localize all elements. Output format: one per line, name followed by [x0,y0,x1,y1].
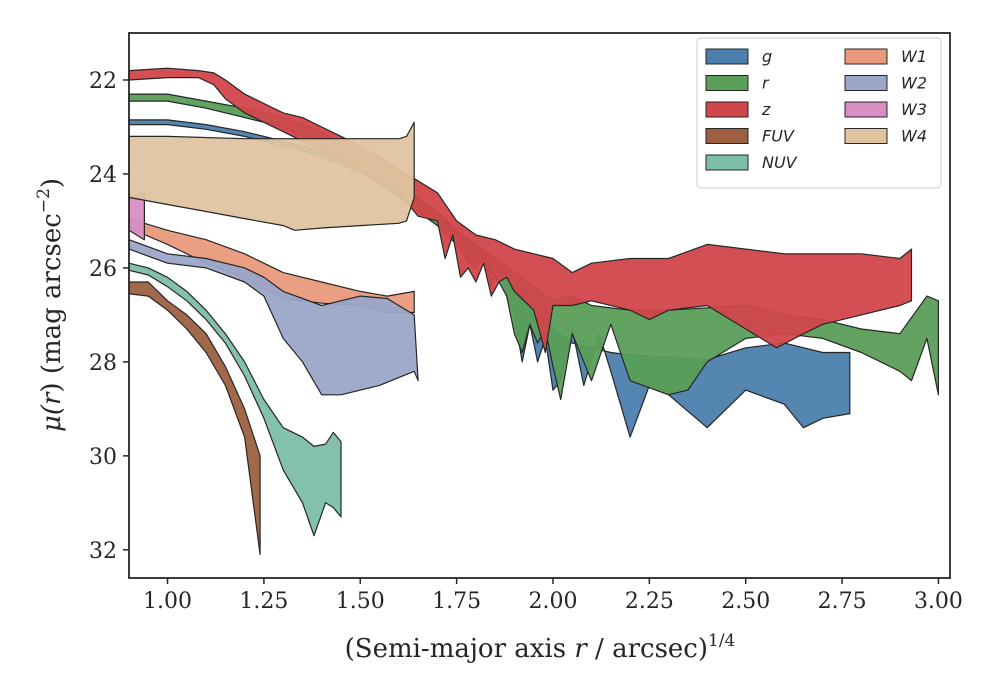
legend-swatch-nuv [705,154,749,171]
legend-swatch-g [705,48,749,65]
y-axis-label: μ(r) (mag arcsec−2) [34,178,67,432]
legend-label-w3: W3 [901,100,927,119]
x-tick-label: 1.25 [239,589,288,614]
legend-swatch-w2 [844,75,888,91]
y-tick-label: 32 [89,539,117,564]
y-tick-label: 22 [89,69,117,94]
x-tick-label: 1.00 [143,589,192,614]
legend-swatch-w3 [844,101,888,118]
legend-swatch-r [705,75,749,91]
legend-label-nuv: NUV [762,153,798,172]
y-tick-label: 24 [89,163,117,188]
legend: grz FUV NUV W1 W2 W3 W4 [696,37,942,189]
band-nuv [128,262,342,537]
x-tick-label: 2.75 [818,589,867,614]
x-tick-label: 1.75 [432,589,481,614]
x-tick-label: 2.50 [721,589,770,614]
x-tick-label: 2.25 [625,589,674,614]
legend-swatch-w4 [844,128,888,144]
y-tick-label: 30 [89,445,117,470]
band-w4 [128,121,415,231]
x-tick-label: 2.00 [528,589,577,614]
y-tick-label: 26 [89,257,117,282]
x-tick-label: 1.50 [336,589,385,614]
legend-label-w4: W4 [901,127,927,146]
x-tick-label: 3.00 [914,589,963,614]
plot-frame [128,32,951,579]
legend-label-g: g [762,47,772,66]
y-axis-ticks: 22 24 26 28 30 32 [89,69,129,564]
band-w2 [128,239,419,396]
band-fuv [128,281,261,556]
legend-label-w1: W1 [901,47,927,66]
chart-bands [128,67,939,556]
legend-label-r: r [762,74,770,93]
x-axis-label: (Semi-major axis r / arcsec)1/4 [345,631,736,664]
legend-swatch-w1 [844,48,888,65]
legend-swatch-z [705,101,749,118]
legend-label-w2: W2 [901,74,927,93]
y-tick-label: 28 [89,351,117,376]
x-axis-ticks: 1.00 1.25 1.50 1.75 2.00 2.25 2.50 2.75 3.00 [143,578,963,614]
legend-swatch-fuv [705,128,749,144]
legend-label-fuv: FUV [762,127,795,146]
legend-label-z: z [761,100,771,119]
